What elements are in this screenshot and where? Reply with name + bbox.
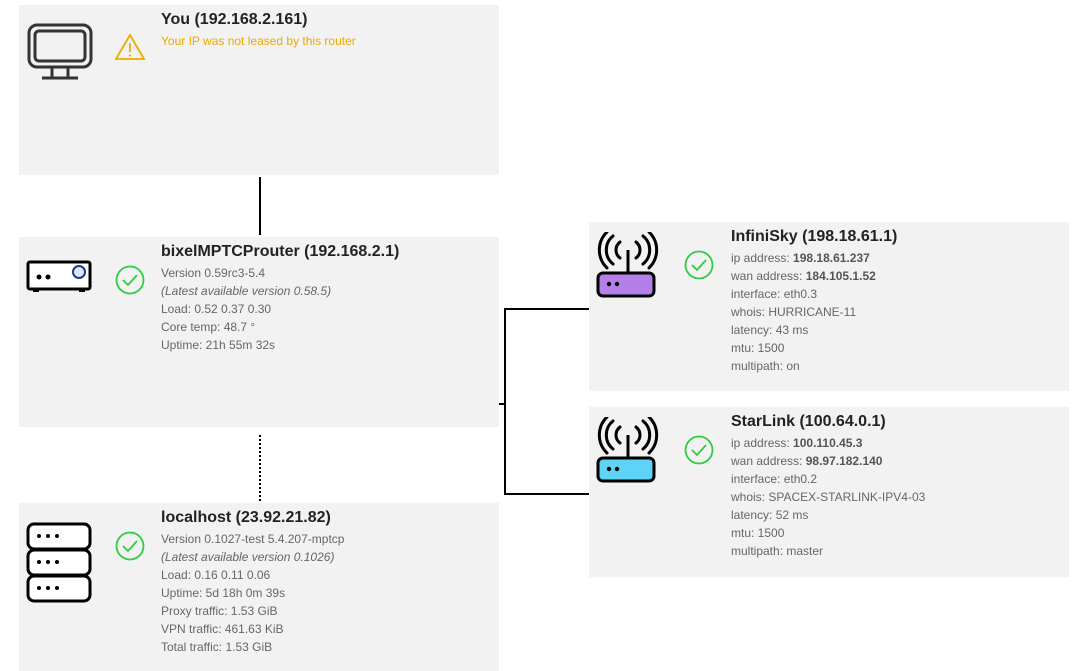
monitor-icon — [27, 23, 93, 80]
wan-title: InfiniSky (198.18.61.1) — [731, 228, 898, 245]
server-title: localhost (23.92.21.82) — [161, 509, 331, 526]
check-circle-icon — [684, 435, 714, 465]
server-node: localhost (23.92.21.82) Version 0.1027-t… — [19, 503, 499, 671]
client-title: You (192.168.2.161) — [161, 11, 308, 28]
connector-wan-trunk — [504, 308, 506, 495]
router-title: bixelMPTCProuter (192.168.2.1) — [161, 243, 400, 260]
wan-whois: whois: SPACEX-STARLINK-IPV4-03 — [731, 490, 926, 504]
router-version: Version 0.59rc3-5.4 — [161, 266, 266, 280]
wan-node-infinisky: InfiniSky (198.18.61.1) ip address: 198.… — [589, 222, 1069, 391]
wan-whois: whois: HURRICANE-11 — [731, 305, 857, 319]
ip-warning: Your IP was not leased by this router — [161, 34, 356, 48]
connector-router-server — [259, 435, 261, 501]
server-total-traffic: Total traffic: 1.53 GiB — [161, 640, 273, 654]
wifi-router-icon — [596, 232, 659, 298]
client-node: You (192.168.2.161) Your IP was not leas… — [19, 5, 499, 175]
wan-wan-address: wan address: 98.97.182.140 — [731, 454, 883, 468]
check-circle-icon — [115, 531, 145, 561]
check-circle-icon — [684, 250, 714, 280]
router-node: bixelMPTCProuter (192.168.2.1) Version 0… — [19, 237, 499, 427]
wan-interface: interface: eth0.2 — [731, 472, 818, 486]
server-proxy-traffic: Proxy traffic: 1.53 GiB — [161, 604, 278, 618]
wan-title: StarLink (100.64.0.1) — [731, 413, 886, 430]
server-icon — [26, 522, 92, 603]
wan-multipath: multipath: on — [731, 359, 800, 373]
server-latest-version: (Latest available version 0.1026) — [161, 550, 335, 564]
wan-node-starlink: StarLink (100.64.0.1) ip address: 100.11… — [589, 407, 1069, 577]
connector-you-router — [259, 177, 261, 235]
server-load: Load: 0.16 0.11 0.06 — [161, 568, 271, 582]
warning-icon — [114, 33, 146, 60]
wan-mtu: mtu: 1500 — [731, 526, 785, 540]
wan-interface: interface: eth0.3 — [731, 287, 818, 301]
router-core-temp: Core temp: 48.7 ° — [161, 320, 256, 334]
server-version: Version 0.1027-test 5.4.207-mptcp — [161, 532, 345, 546]
router-load: Load: 0.52 0.37 0.30 — [161, 302, 272, 316]
server-uptime: Uptime: 5d 18h 0m 39s — [161, 586, 286, 600]
wan-wan-address: wan address: 184.105.1.52 — [731, 269, 876, 283]
wan-ip-address: ip address: 198.18.61.237 — [731, 251, 870, 265]
connector-wan-1 — [504, 308, 589, 310]
wan-ip-address: ip address: 100.110.45.3 — [731, 436, 863, 450]
connector-wan-2 — [504, 493, 589, 495]
check-circle-icon — [115, 265, 145, 295]
connector-router-wan — [499, 403, 506, 405]
router-uptime: Uptime: 21h 55m 32s — [161, 338, 276, 352]
wan-multipath: multipath: master — [731, 544, 824, 558]
wan-mtu: mtu: 1500 — [731, 341, 785, 355]
server-vpn-traffic: VPN traffic: 461.63 KiB — [161, 622, 284, 636]
wan-latency: latency: 52 ms — [731, 508, 809, 522]
router-box-icon — [26, 260, 92, 292]
wan-latency: latency: 43 ms — [731, 323, 809, 337]
router-latest-version: (Latest available version 0.58.5) — [161, 284, 332, 298]
wifi-router-icon — [596, 417, 659, 483]
